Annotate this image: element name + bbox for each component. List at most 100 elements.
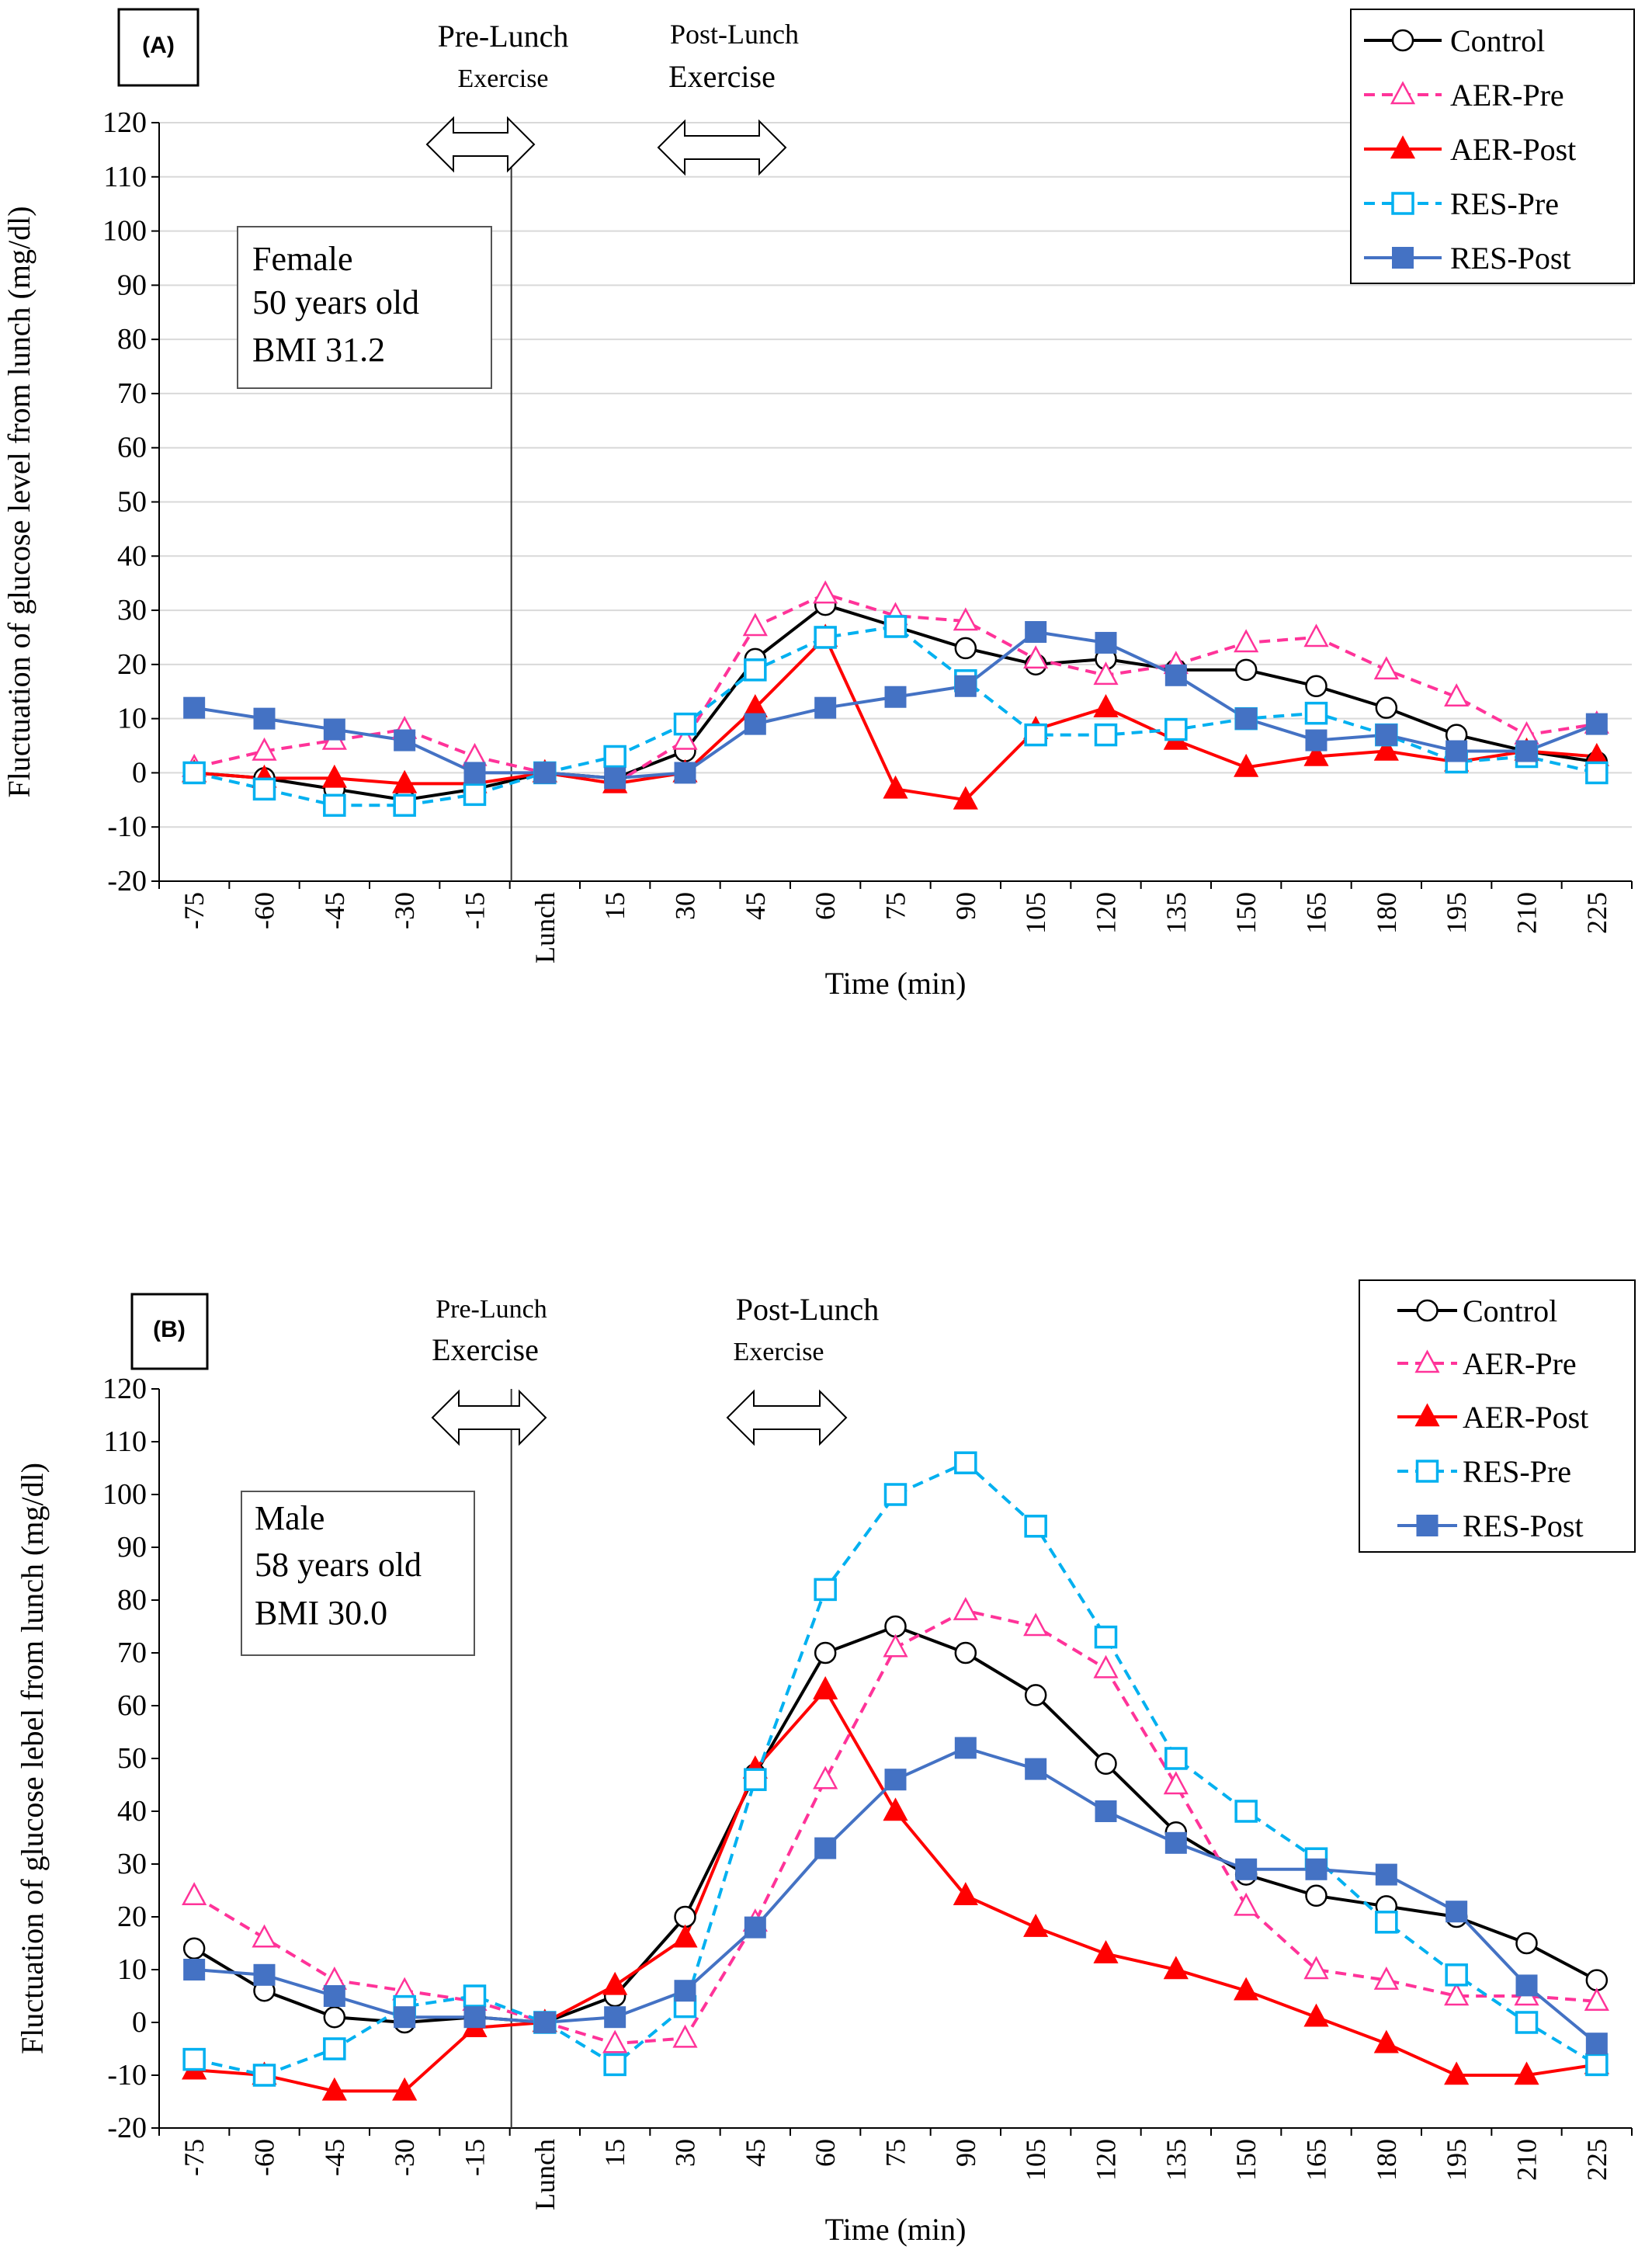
data-point-control xyxy=(182,1937,206,1960)
data-point-aer-pre xyxy=(1584,1987,1609,2012)
data-point-res-pre xyxy=(1445,1963,1468,1987)
y-tick-label: -20 xyxy=(107,865,147,897)
y-tick-label: 10 xyxy=(117,703,147,735)
y-tick-label: 50 xyxy=(117,486,147,519)
x-tick-label: -75 xyxy=(179,892,210,929)
data-point-res-post xyxy=(1515,1974,1538,1997)
panel-badge xyxy=(130,1293,209,1370)
data-point-aer-pre xyxy=(813,1765,838,1790)
data-point-res-post xyxy=(674,1980,696,2002)
data-point-control xyxy=(1515,1932,1538,1955)
data-point-control xyxy=(814,1641,837,1665)
x-tick-label: 210 xyxy=(1511,892,1543,934)
data-point-aer-post xyxy=(1303,2003,1329,2027)
y-tick-label: 100 xyxy=(102,1478,147,1511)
y-tick-label: 20 xyxy=(117,648,147,681)
x-tick-label: 195 xyxy=(1441,2139,1472,2181)
data-point-res-pre xyxy=(744,658,767,682)
data-point-res-post xyxy=(604,2006,626,2029)
legend-label-aer-pre: AER-Pre xyxy=(1450,78,1564,113)
data-point-res-post xyxy=(394,729,416,752)
info-line: Female xyxy=(252,240,353,278)
data-point-aer-post xyxy=(1303,742,1329,766)
data-point-res-pre xyxy=(603,745,626,769)
data-point-res-pre xyxy=(1094,723,1118,747)
x-tick-label: 90 xyxy=(950,892,981,920)
data-point-aer-post xyxy=(1444,2061,1470,2085)
series-line-res-pre xyxy=(193,625,1598,807)
data-point-aer-post xyxy=(1373,737,1399,761)
x-tick-label: 225 xyxy=(1581,892,1612,934)
legend-marker-aer-post xyxy=(1414,1403,1440,1427)
info-box xyxy=(237,226,492,389)
data-point-res-post xyxy=(323,1985,345,2007)
data-point-aer-post xyxy=(321,764,347,788)
data-point-res-pre xyxy=(1094,1625,1118,1649)
y-tick-label: 90 xyxy=(117,269,147,301)
post-exercise-label: Exercise xyxy=(733,1338,824,1366)
data-point-res-post xyxy=(1164,664,1187,686)
data-point-res-pre xyxy=(1024,723,1047,747)
y-tick-label: 110 xyxy=(103,1425,147,1458)
data-point-aer-pre xyxy=(672,726,698,750)
data-point-res-pre xyxy=(883,615,908,638)
legend-marker-aer-pre xyxy=(1390,81,1416,105)
data-point-res-pre xyxy=(323,2037,346,2060)
x-tick-label: 210 xyxy=(1511,2139,1543,2181)
x-tick-label: -75 xyxy=(179,2139,210,2176)
data-point-aer-pre xyxy=(813,580,838,604)
x-tick-label: 165 xyxy=(1301,892,1332,934)
data-point-res-post xyxy=(814,1837,837,1859)
legend-label-control: Control xyxy=(1463,1293,1557,1328)
x-tick-label: 90 xyxy=(950,2139,981,2167)
post-exercise-label: Exercise xyxy=(668,59,776,94)
x-tick-label: 105 xyxy=(1020,2139,1051,2181)
x-tick-label: 120 xyxy=(1091,2139,1122,2181)
legend-marker-control xyxy=(1391,29,1414,52)
x-tick-label: 15 xyxy=(599,2139,630,2167)
data-point-aer-pre xyxy=(1234,629,1259,653)
y-tick-label: 0 xyxy=(132,2006,147,2039)
data-point-res-post xyxy=(1305,1858,1328,1880)
data-point-res-post xyxy=(533,762,556,784)
x-tick-label: 45 xyxy=(740,2139,771,2167)
data-point-res-post xyxy=(533,2012,556,2033)
y-tick-label: 80 xyxy=(117,323,147,356)
y-tick-label: 70 xyxy=(117,1637,147,1669)
data-point-aer-pre xyxy=(1093,1654,1119,1678)
data-point-res-pre xyxy=(1585,761,1609,785)
series-line-control xyxy=(193,1625,1598,2024)
legend-label-aer-post: AER-Post xyxy=(1450,132,1576,167)
data-point-aer-pre xyxy=(1163,1771,1189,1795)
panel-label: (A) xyxy=(142,33,175,58)
y-tick-label: 80 xyxy=(117,1584,147,1616)
y-tick-label: 100 xyxy=(102,215,147,248)
data-point-control xyxy=(1024,1684,1047,1706)
data-point-aer-pre xyxy=(182,1882,207,1906)
data-point-control xyxy=(674,1905,696,1928)
data-point-res-post xyxy=(463,762,486,784)
post-lunch-label: Post-Lunch xyxy=(670,19,799,50)
data-point-res-pre xyxy=(883,1483,908,1506)
x-tick-label: 60 xyxy=(810,2139,841,2167)
data-point-aer-pre xyxy=(1303,623,1329,647)
y-tick-label: 30 xyxy=(117,594,147,627)
data-point-aer-pre xyxy=(883,1633,908,1658)
data-point-aer-pre xyxy=(1373,656,1399,680)
data-point-aer-pre xyxy=(1093,661,1119,686)
data-point-res-post xyxy=(1235,707,1258,730)
pre-exercise-label: Exercise xyxy=(457,64,548,93)
data-point-control xyxy=(1585,1969,1609,1991)
data-point-aer-post xyxy=(321,2077,347,2101)
info-line: Male xyxy=(255,1499,324,1537)
x-tick-label: 75 xyxy=(880,892,911,920)
data-point-aer-pre xyxy=(1023,645,1049,669)
data-point-control xyxy=(1305,1884,1328,1908)
x-tick-label: -45 xyxy=(319,892,350,929)
x-tick-label: 30 xyxy=(670,892,701,920)
data-point-control xyxy=(1234,658,1258,682)
data-point-aer-post xyxy=(1234,753,1259,777)
data-point-aer-post xyxy=(953,786,978,810)
data-point-aer-post xyxy=(1023,1913,1049,1937)
